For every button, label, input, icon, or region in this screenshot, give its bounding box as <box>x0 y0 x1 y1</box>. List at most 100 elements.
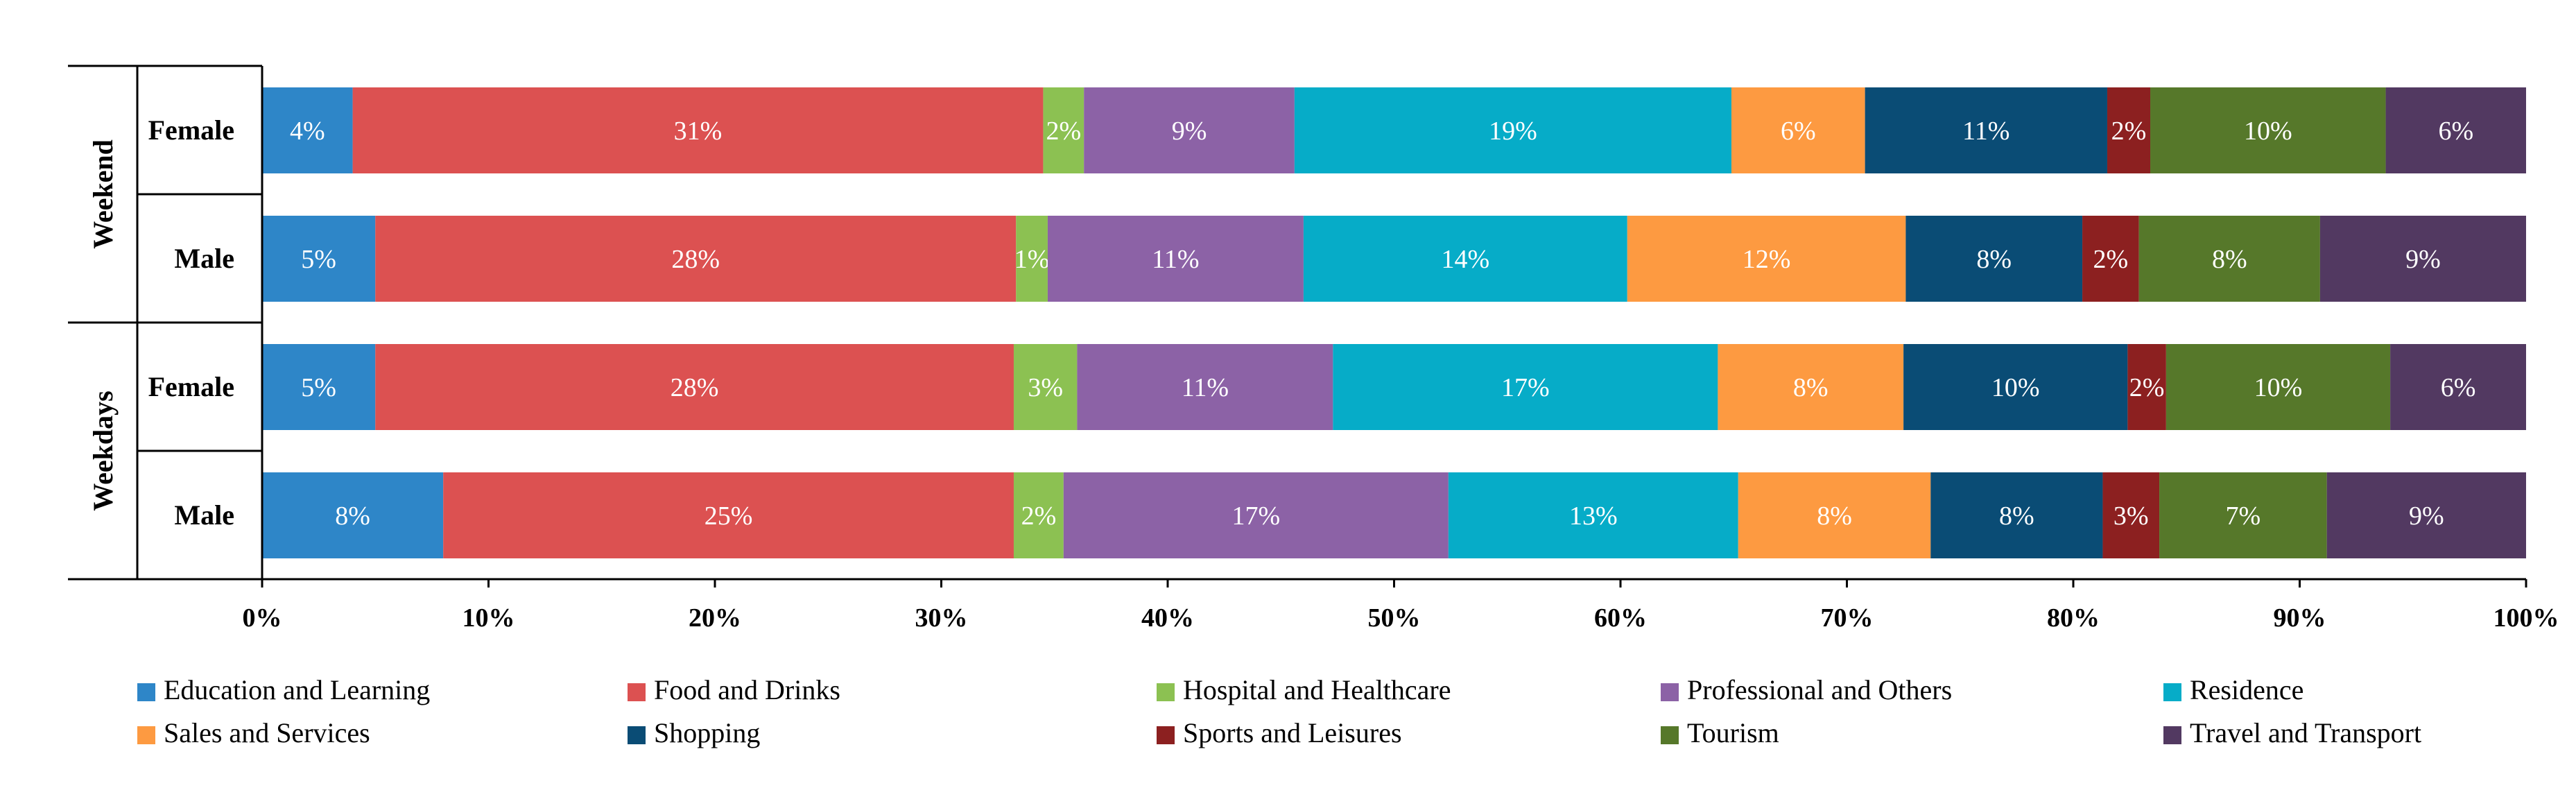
legend-label-hospital-and-healthcare: Hospital and Healthcare <box>1183 674 1451 705</box>
data-label-hospital-and-healthcare-row-2: 1% <box>1014 245 1050 274</box>
x-tick-label-2: 20% <box>689 603 741 633</box>
x-tick-label-4: 40% <box>1141 603 1194 633</box>
row-label-2: Male <box>174 243 234 274</box>
data-label-travel-and-transport-row-2: 9% <box>2405 245 2441 274</box>
data-label-travel-and-transport-row-4: 9% <box>2409 501 2444 531</box>
data-label-tourism-row-4: 7% <box>2226 501 2261 531</box>
data-label-sports-and-leisures-row-2: 2% <box>2093 245 2129 274</box>
data-label-residence-row-4: 13% <box>1569 501 1618 531</box>
data-label-sales-and-services-row-3: 8% <box>1793 373 1829 402</box>
bar-sales-and-services-row-4 <box>1738 472 1931 558</box>
bar-residence-row-2 <box>1303 216 1627 302</box>
bar-education-and-learning-row-2 <box>262 216 376 302</box>
data-label-sports-and-leisures-row-1: 2% <box>2111 117 2147 146</box>
data-label-hospital-and-healthcare-row-3: 3% <box>1028 373 1063 402</box>
bar-sales-and-services-row-2 <box>1627 216 1906 302</box>
bar-hospital-and-healthcare-row-4 <box>1013 472 1064 558</box>
legend-label-shopping: Shopping <box>654 717 760 748</box>
legend-swatch-education-and-learning <box>137 683 155 701</box>
bar-professional-and-others-row-4 <box>1063 472 1449 558</box>
bar-residence-row-1 <box>1294 87 1731 173</box>
bar-tourism-row-1 <box>2150 87 2386 173</box>
bar-sports-and-leisures-row-3 <box>2127 344 2166 430</box>
bar-shopping-row-1 <box>1865 87 2107 173</box>
bar-sales-and-services-row-3 <box>1718 344 1904 430</box>
x-tick-label-10: 100% <box>2493 603 2559 633</box>
x-tick-label-5: 50% <box>1368 603 1421 633</box>
bar-tourism-row-4 <box>2159 472 2327 558</box>
bar-hospital-and-healthcare-row-3 <box>1013 344 1078 430</box>
x-tick-label-7: 70% <box>1821 603 1874 633</box>
data-label-travel-and-transport-row-3: 6% <box>2441 373 2476 402</box>
x-tick-label-0: 0% <box>243 603 282 633</box>
data-label-tourism-row-1: 10% <box>2244 117 2292 146</box>
data-label-shopping-row-3: 10% <box>1991 373 2040 402</box>
bar-residence-row-4 <box>1448 472 1738 558</box>
bar-sports-and-leisures-row-2 <box>2082 216 2139 302</box>
data-label-shopping-row-1: 11% <box>1962 117 2009 146</box>
bar-travel-and-transport-row-3 <box>2390 344 2526 430</box>
x-tick-label-6: 60% <box>1594 603 1647 633</box>
legend-label-sales-and-services: Sales and Services <box>164 717 370 748</box>
bar-professional-and-others-row-3 <box>1077 344 1333 430</box>
bar-sales-and-services-row-1 <box>1731 87 1865 173</box>
bar-food-and-drinks-row-2 <box>375 216 1017 302</box>
legend: Education and Learning Food and Drinks Hos… <box>137 674 2421 748</box>
bar-sports-and-leisures-row-4 <box>2102 472 2160 558</box>
bar-tourism-row-3 <box>2166 344 2391 430</box>
data-label-tourism-row-3: 10% <box>2254 373 2303 402</box>
row-labels: Female Male Female Male <box>148 114 234 531</box>
bar-shopping-row-3 <box>1903 344 2128 430</box>
data-label-education-and-learning-row-4: 8% <box>335 501 370 531</box>
data-label-hospital-and-healthcare-row-1: 2% <box>1046 117 1081 146</box>
legend-label-travel-and-transport: Travel and Transport <box>2190 717 2421 748</box>
bar-professional-and-others-row-2 <box>1047 216 1304 302</box>
axes <box>68 65 2526 581</box>
legend-swatch-hospital-and-healthcare <box>1157 683 1175 701</box>
x-tick-label-3: 30% <box>915 603 968 633</box>
bar-shopping-row-2 <box>1905 216 2083 302</box>
group-label-weekend: Weekend <box>87 139 119 249</box>
bar-food-and-drinks-row-4 <box>443 472 1014 558</box>
bar-education-and-learning-row-4 <box>262 472 444 558</box>
legend-swatch-food-and-drinks <box>628 683 646 701</box>
bar-food-and-drinks-row-3 <box>375 344 1014 430</box>
data-label-travel-and-transport-row-1: 6% <box>2438 117 2473 146</box>
data-label-professional-and-others-row-2: 11% <box>1152 245 1199 274</box>
data-label-professional-and-others-row-3: 11% <box>1182 373 1229 402</box>
data-label-residence-row-1: 19% <box>1489 117 1537 146</box>
data-label-sales-and-services-row-1: 6% <box>1781 117 1816 146</box>
data-label-hospital-and-healthcare-row-4: 2% <box>1021 501 1057 531</box>
x-tick-label-8: 80% <box>2047 603 2100 633</box>
legend-swatch-tourism <box>1661 726 1679 744</box>
legend-label-tourism: Tourism <box>1687 717 1779 748</box>
bar-shopping-row-4 <box>1930 472 2103 558</box>
bar-sports-and-leisures-row-1 <box>2107 87 2151 173</box>
x-tick-labels: 0% 10% 20% 30% 40% 50% 60% 70% 80% 90% 100% <box>243 579 2559 633</box>
bar-travel-and-transport-row-1 <box>2385 87 2526 173</box>
row-label-4: Male <box>174 499 234 531</box>
legend-label-education-and-learning: Education and Learning <box>164 674 430 705</box>
data-label-education-and-learning-row-2: 5% <box>301 245 336 274</box>
legend-label-residence: Residence <box>2190 674 2303 705</box>
row-label-1: Female <box>148 114 234 146</box>
bar-education-and-learning-row-1 <box>262 87 353 173</box>
data-label-sports-and-leisures-row-3: 2% <box>2129 373 2165 402</box>
bar-hospital-and-healthcare-row-1 <box>1043 87 1084 173</box>
data-label-education-and-learning-row-1: 4% <box>290 117 325 146</box>
legend-label-food-and-drinks: Food and Drinks <box>654 674 840 705</box>
data-label-shopping-row-2: 8% <box>1976 245 2012 274</box>
data-label-sales-and-services-row-4: 8% <box>1817 501 1852 531</box>
bar-tourism-row-2 <box>2138 216 2320 302</box>
bar-residence-row-3 <box>1333 344 1718 430</box>
bar-food-and-drinks-row-1 <box>352 87 1044 173</box>
x-tick-label-1: 10% <box>463 603 515 633</box>
legend-swatch-travel-and-transport <box>2163 726 2181 744</box>
group-labels: Weekend Weekdays <box>87 139 119 511</box>
data-label-professional-and-others-row-1: 9% <box>1172 117 1207 146</box>
data-label-sales-and-services-row-2: 12% <box>1743 245 1791 274</box>
data-label-sports-and-leisures-row-4: 3% <box>2113 501 2149 531</box>
data-label-professional-and-others-row-4: 17% <box>1232 501 1281 531</box>
bar-travel-and-transport-row-4 <box>2326 472 2526 558</box>
